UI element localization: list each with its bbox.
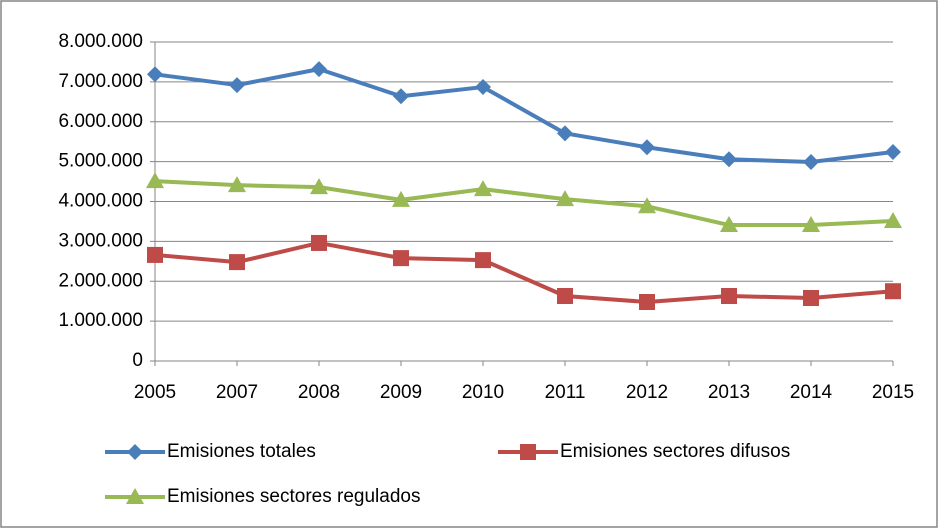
marker <box>310 178 328 195</box>
legend-label: Emisiones sectores difusos <box>560 441 790 462</box>
y-tick-label: 1.000.000 <box>58 310 143 331</box>
y-tick-label: 7.000.000 <box>58 71 143 92</box>
series-line <box>154 240 894 304</box>
marker <box>311 61 327 78</box>
x-tick-label: 2014 <box>790 382 833 403</box>
marker <box>228 176 246 193</box>
marker <box>520 444 536 460</box>
marker <box>639 139 655 156</box>
marker <box>638 197 656 214</box>
marker <box>147 246 163 263</box>
marker <box>557 125 573 142</box>
marker <box>126 488 144 504</box>
y-tick-label: 3.000.000 <box>58 230 143 251</box>
x-tick-label: 2005 <box>134 382 176 403</box>
marker <box>557 288 573 305</box>
y-tick-label: 2.000.000 <box>58 270 143 291</box>
x-tick-label: 2011 <box>545 382 586 403</box>
marker <box>721 288 737 305</box>
x-tick-label: 2007 <box>216 382 258 403</box>
marker <box>803 154 819 171</box>
x-tick-label: 2015 <box>872 382 914 403</box>
series-line <box>154 179 894 228</box>
marker <box>229 77 245 94</box>
x-tick-label: 2009 <box>380 382 422 403</box>
y-tick-label: 0 <box>132 350 143 371</box>
x-tick-label: 2010 <box>462 382 504 403</box>
marker <box>311 234 327 251</box>
marker <box>802 216 820 233</box>
marker <box>147 66 163 83</box>
marker <box>556 190 574 207</box>
marker <box>393 88 409 105</box>
x-tick-label: 2013 <box>708 382 750 403</box>
marker <box>885 283 901 300</box>
marker <box>721 151 737 168</box>
x-tick-label: 2012 <box>626 382 668 403</box>
marker <box>146 172 164 189</box>
series-line <box>154 67 894 165</box>
marker <box>229 254 245 271</box>
marker <box>475 79 491 96</box>
marker <box>803 289 819 306</box>
marker <box>639 293 655 310</box>
marker <box>884 212 902 229</box>
y-tick-label: 4.000.000 <box>58 191 143 212</box>
marker <box>393 250 409 267</box>
marker <box>127 444 143 460</box>
marker <box>720 216 738 233</box>
y-tick-label: 8.000.000 <box>58 31 143 52</box>
marker <box>475 252 491 269</box>
x-tick-label: 2008 <box>298 382 340 403</box>
y-tick-label: 6.000.000 <box>58 111 143 132</box>
y-tick-label: 5.000.000 <box>58 151 143 172</box>
marker <box>474 180 492 197</box>
marker <box>392 190 410 207</box>
marker <box>885 144 901 161</box>
legend-label: Emisiones sectores regulados <box>167 486 420 507</box>
legend-label: Emisiones totales <box>167 441 316 462</box>
